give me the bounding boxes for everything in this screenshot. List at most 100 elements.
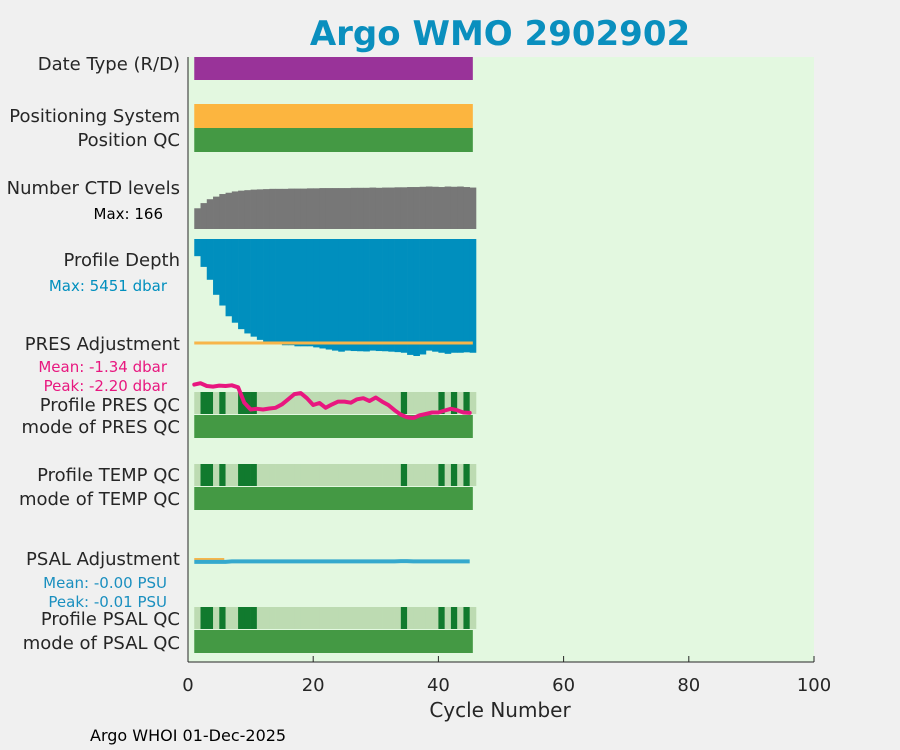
profile-pres-qc-cell — [369, 392, 377, 414]
profile-psal-qc-cell — [250, 607, 258, 629]
profile-temp-qc-cell — [225, 464, 233, 486]
profile-pres-qc-cell — [213, 392, 220, 414]
ctd-level-bar — [294, 188, 302, 229]
ctd-level-bar — [325, 188, 333, 229]
profile-depth-bar — [263, 239, 270, 343]
profile-depth-bar — [219, 239, 226, 306]
profile-temp-qc-cell — [306, 464, 314, 486]
profile-psal-qc-cell — [206, 607, 214, 629]
label-mode-psal-qc: mode of PSAL QC — [23, 633, 180, 654]
profile-depth-bar — [325, 239, 333, 350]
profile-psal-qc-cell — [432, 607, 439, 629]
profile-temp-qc-cell — [263, 464, 270, 486]
profile-temp-qc-cell — [200, 464, 208, 486]
profile-depth-bar — [350, 239, 358, 352]
profile-pres-qc-cell — [238, 392, 245, 414]
profile-depth-bar — [463, 239, 471, 353]
profile-psal-qc-cell — [231, 607, 239, 629]
profile-temp-qc-cell — [231, 464, 239, 486]
profile-temp-qc-cell — [206, 464, 214, 486]
profile-pres-qc-cell — [363, 392, 370, 414]
x-tick-label: 40 — [427, 675, 450, 696]
profile-temp-qc-cell — [313, 464, 320, 486]
ctd-level-bar — [450, 186, 458, 229]
profile-depth-bar — [269, 239, 276, 344]
ctd-level-bar — [331, 188, 339, 229]
profile-depth-bar — [413, 239, 420, 356]
ctd-level-bar — [313, 188, 320, 229]
ctd-level-bar — [194, 208, 201, 229]
profile-psal-qc-cell — [313, 607, 320, 629]
profile-psal-qc-cell — [281, 607, 289, 629]
ctd-level-bar — [419, 186, 427, 229]
profile-temp-qc-cell — [369, 464, 377, 486]
profile-depth-bar — [382, 239, 389, 352]
profile-temp-qc-cell — [363, 464, 370, 486]
profile-depth-bar — [357, 239, 364, 352]
profile-depth-bar — [450, 239, 458, 353]
profile-pres-qc-cell — [469, 392, 477, 414]
profile-pres-qc-cell — [244, 392, 251, 414]
profile-depth-bar — [425, 239, 433, 351]
label-profile-temp-qc: Profile TEMP QC — [37, 465, 180, 486]
ctd-level-bar — [231, 191, 239, 229]
profile-depth-bar — [394, 239, 402, 353]
profile-pres-qc-cell — [388, 392, 395, 414]
pres-peak-label: Peak: -2.20 dbar — [44, 377, 168, 395]
profile-temp-qc-cell — [275, 464, 283, 486]
ctd-level-bar — [338, 188, 345, 229]
profile-depth-bar — [225, 239, 233, 317]
profile-temp-qc-cell — [432, 464, 439, 486]
profile-pres-qc-cell — [250, 392, 258, 414]
label-profile-pres-qc: Profile PRES QC — [40, 395, 180, 416]
profile-pres-qc-cell — [206, 392, 214, 414]
profile-pres-qc-cell — [219, 392, 226, 414]
profile-psal-qc-cell — [294, 607, 302, 629]
profile-psal-qc-cell — [413, 607, 420, 629]
profile-depth-bar — [419, 239, 427, 355]
profile-pres-qc-cell — [288, 392, 295, 414]
profile-psal-qc-cell — [300, 607, 308, 629]
label-profile-depth: Profile Depth — [63, 250, 180, 271]
profile-depth-bar — [194, 239, 201, 257]
profile-psal-qc-cell — [269, 607, 276, 629]
ctd-level-bar — [382, 187, 389, 229]
profile-psal-qc-cell — [319, 607, 327, 629]
profile-depth-bar — [256, 239, 264, 340]
position-qc-bar — [194, 128, 473, 152]
ctd-level-bar — [219, 194, 226, 229]
profile-depth-bar — [457, 239, 464, 353]
profile-psal-qc-cell — [444, 607, 452, 629]
profile-psal-qc-cell — [325, 607, 333, 629]
ctd-level-bar — [357, 187, 364, 229]
profile-depth-bar — [231, 239, 239, 323]
profile-temp-qc-cell — [194, 464, 201, 486]
profile-temp-qc-cell — [213, 464, 220, 486]
profile-temp-qc-cell — [463, 464, 471, 486]
profile-psal-qc-cell — [350, 607, 358, 629]
ctd-level-bar — [250, 189, 258, 229]
label-mode-pres-qc: mode of PRES QC — [22, 417, 180, 438]
profile-temp-qc-cell — [469, 464, 477, 486]
profile-pres-qc-cell — [407, 392, 414, 414]
profile-psal-qc-cell — [369, 607, 377, 629]
profile-psal-qc-cell — [382, 607, 389, 629]
profile-psal-qc-cell — [331, 607, 339, 629]
ctd-level-bar — [400, 187, 408, 229]
ctd-level-bar — [200, 203, 208, 229]
profile-psal-qc-cell — [288, 607, 295, 629]
profile-psal-qc-cell — [438, 607, 445, 629]
ctd-level-bar — [306, 188, 314, 229]
ctd-level-bar — [363, 187, 370, 229]
profile-pres-qc-cell — [300, 392, 308, 414]
profile-pres-qc-cell — [275, 392, 283, 414]
profile-psal-qc-cell — [244, 607, 251, 629]
mode-pres-qc-bar — [194, 415, 473, 438]
profile-pres-qc-cell — [444, 392, 452, 414]
ctd-level-bar — [444, 186, 452, 229]
depth-max-label: Max: 5451 dbar — [49, 277, 168, 295]
profile-depth-bar — [344, 239, 352, 351]
profile-temp-qc-cell — [394, 464, 402, 486]
profile-psal-qc-cell — [225, 607, 233, 629]
